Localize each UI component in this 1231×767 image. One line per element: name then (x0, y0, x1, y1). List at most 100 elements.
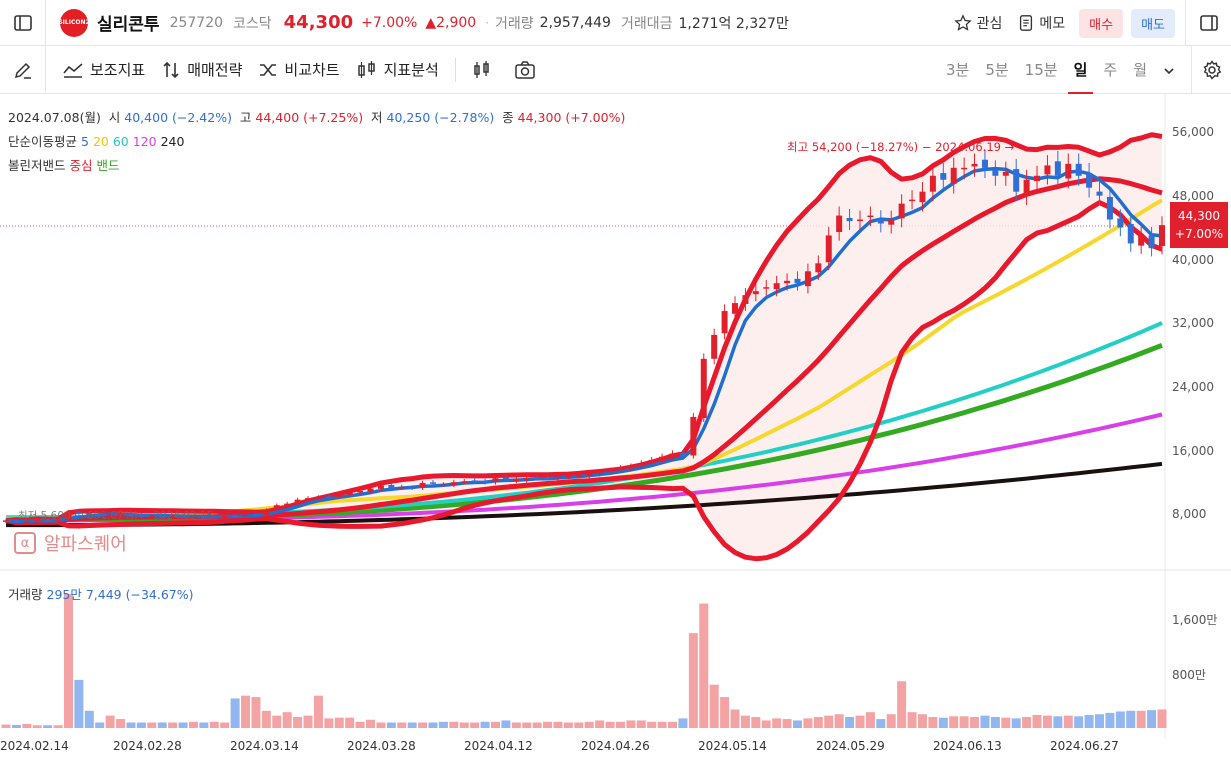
period-5min[interactable]: 5분 (985, 61, 1009, 79)
current-price: 44,300 (283, 12, 354, 33)
x-tick: 2024.02.14 (0, 739, 69, 753)
watch-button[interactable]: 관심 (953, 13, 1002, 33)
volume-pane-label: 거래량 (8, 587, 43, 602)
chart-type-button[interactable] (472, 60, 498, 80)
volume-bar (772, 718, 782, 728)
volume-bar (241, 695, 251, 728)
volume-bar (345, 717, 355, 728)
volume-label: 거래량 (495, 15, 534, 32)
period-dropdown[interactable] (1163, 46, 1175, 94)
indicators-button[interactable]: 보조지표 (62, 59, 145, 80)
candle-body (534, 477, 541, 480)
candle-body (75, 512, 82, 514)
screenshot-button[interactable] (514, 60, 542, 80)
volume-bar (1022, 717, 1032, 728)
candle-body (617, 467, 624, 470)
candle-body (284, 503, 291, 506)
candle-body (679, 453, 686, 457)
current-price-tag: 44,300 +7.00% (1170, 202, 1228, 248)
bollinger-upper-line (5, 132, 1163, 523)
compare-button[interactable]: 비교차트 (258, 59, 340, 80)
candle-body (127, 514, 134, 516)
candle-body (596, 471, 603, 474)
candle-body (732, 303, 739, 314)
candle-body (440, 484, 447, 487)
volume-bar (230, 698, 240, 728)
volume-bar (32, 725, 42, 728)
gear-icon (1203, 60, 1221, 80)
candle-body (200, 516, 207, 518)
candle-body (263, 510, 270, 515)
close-label: 종 (502, 110, 514, 125)
candle-body (565, 475, 572, 478)
volume-bar (792, 720, 802, 728)
volume-bar (1084, 714, 1094, 728)
volume-bar (84, 710, 94, 728)
period-day[interactable]: 일 (1067, 46, 1094, 94)
volume-bar (970, 717, 980, 728)
candle-body (711, 334, 718, 359)
volume-bar (386, 722, 396, 728)
bb-legend[interactable]: 볼린저밴드 중심 밴드 (8, 155, 120, 174)
candle-body (981, 159, 988, 168)
candle-body (190, 516, 197, 518)
buy-button[interactable]: 매수 (1079, 8, 1124, 38)
candle-body (346, 492, 353, 495)
low-label: 저 (371, 110, 383, 125)
period-week[interactable]: 주 (1103, 61, 1118, 79)
volume-bar (1063, 715, 1073, 728)
high-pct: (+7.25%) (303, 110, 364, 125)
period-3min[interactable]: 3분 (945, 61, 970, 79)
volume-bar (688, 633, 698, 728)
candle-body (107, 514, 114, 517)
candle-body (461, 481, 468, 483)
right-panel-toggle-button[interactable] (1185, 0, 1231, 46)
strategy-button[interactable]: 매매전략 (161, 59, 242, 80)
volume-bar (22, 723, 32, 728)
candle-body (1044, 165, 1051, 175)
memo-button[interactable]: 메모 (1018, 13, 1065, 33)
low-pct: (−2.78%) (434, 110, 495, 125)
volume-bar (782, 719, 792, 728)
x-tick: 2024.04.12 (464, 739, 533, 753)
candle-body (1127, 223, 1134, 244)
candle-body (773, 283, 780, 290)
stock-name[interactable]: 실리콘투 (97, 15, 160, 35)
sidebar-toggle-button[interactable] (0, 0, 46, 46)
camera-icon (515, 60, 535, 79)
candle-body (377, 485, 384, 489)
panel-right-icon (1199, 15, 1218, 31)
ma-legend[interactable]: 단순이동평균 5 20 60 120 240 (8, 131, 184, 150)
volume-bar (1136, 710, 1146, 728)
sell-button[interactable]: 매도 (1131, 8, 1175, 38)
volume-pane-value-main: 295만 (46, 587, 82, 602)
settings-button[interactable] (1191, 46, 1231, 94)
watermark-text: 알파스퀘어 (44, 534, 127, 555)
volume-bar (1032, 714, 1042, 728)
candle-body (575, 475, 582, 477)
arrows-updown-icon (163, 61, 179, 78)
pencil-icon (14, 62, 31, 79)
candle-body (836, 215, 843, 233)
candle-body (950, 167, 957, 184)
period-month[interactable]: 월 (1133, 61, 1147, 79)
candle-body (492, 478, 499, 483)
ma120-label: 120 (132, 134, 157, 149)
price-chart[interactable] (0, 94, 1231, 767)
price-tag-pct: +7.00% (1174, 227, 1224, 241)
y-tick-56000: 56,000 (1172, 125, 1214, 139)
draw-button[interactable] (0, 45, 46, 94)
analysis-button[interactable]: 지표분석 (356, 59, 439, 80)
volume-bar (574, 722, 584, 728)
stock-header: SILICON2 실리콘투 257720 코스닥 44,300 +7.00% ▲… (0, 0, 1231, 46)
period-15min[interactable]: 15분 (1024, 61, 1058, 79)
candle-body (388, 485, 395, 489)
candle-body (419, 482, 426, 488)
candle-body (1148, 235, 1155, 249)
volume-bar (834, 714, 844, 728)
candle-body (34, 519, 41, 522)
candle-body (159, 516, 166, 518)
candle-body (1138, 235, 1145, 246)
y-tick-24000: 24,000 (1172, 380, 1214, 394)
volume-pane-pct: (−34.67%) (125, 587, 194, 602)
